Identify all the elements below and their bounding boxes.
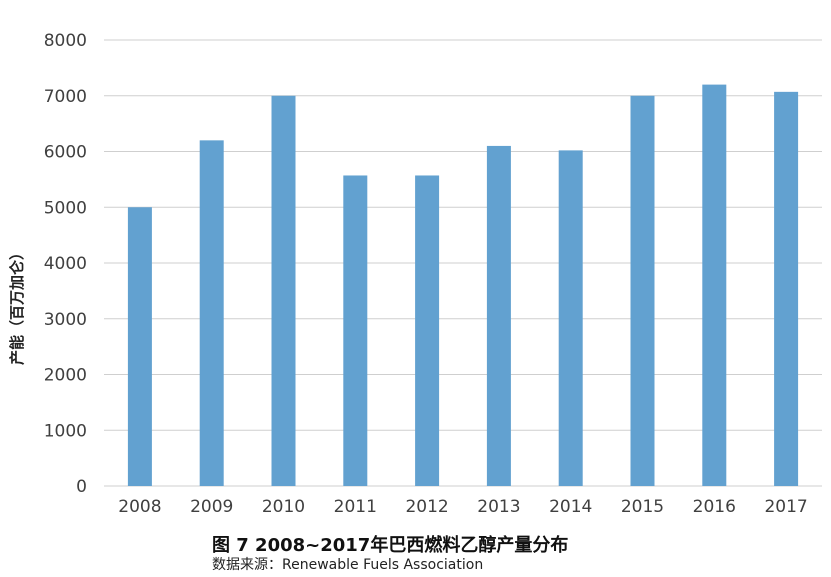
x-tick-label: 2013 — [477, 497, 520, 517]
y-axis-label: 产能（百万加仑） — [8, 245, 26, 365]
data-source: 数据来源：Renewable Fuels Association — [212, 557, 484, 573]
x-tick-label: 2016 — [693, 497, 736, 517]
y-tick-label: 7000 — [44, 87, 87, 107]
x-tick-label: 2014 — [549, 497, 592, 517]
x-tick-label: 2012 — [405, 497, 448, 517]
bar-2008 — [127, 207, 152, 486]
x-tick-label: 2015 — [621, 497, 664, 517]
x-tick-label: 2010 — [262, 497, 305, 517]
y-tick-label: 6000 — [44, 143, 87, 163]
y-tick-label: 3000 — [44, 310, 87, 330]
bar-2011 — [343, 175, 368, 486]
y-tick-label: 2000 — [44, 366, 87, 386]
bar-2017 — [774, 91, 799, 486]
x-tick-label: 2011 — [334, 497, 377, 517]
bar-2015 — [630, 95, 655, 486]
y-tick-labels: 0 1000 2000 3000 4000 5000 6000 7000 8000 — [44, 31, 87, 497]
x-tick-label: 2009 — [190, 497, 233, 517]
x-tick-label: 2008 — [118, 497, 161, 517]
bars — [127, 84, 799, 487]
bar-2009 — [199, 140, 224, 486]
bar-2013 — [486, 145, 511, 487]
y-tick-label: 4000 — [44, 254, 87, 274]
x-tick-label: 2017 — [764, 497, 807, 517]
x-tick-labels: 2008 2009 2010 2011 2012 2013 2014 2015 2016 2017 — [118, 497, 807, 517]
y-tick-label: 5000 — [44, 198, 87, 218]
bar-2014 — [558, 150, 583, 486]
figure-caption: 图 7 2008~2017年巴西燃料乙醇产量分布 — [212, 535, 569, 556]
y-tick-label: 1000 — [44, 421, 87, 441]
y-tick-label: 8000 — [44, 31, 87, 51]
bar-2012 — [415, 175, 440, 486]
bar-2016 — [702, 84, 727, 486]
y-tick-label: 0 — [76, 477, 87, 497]
bar-2010 — [271, 95, 296, 486]
